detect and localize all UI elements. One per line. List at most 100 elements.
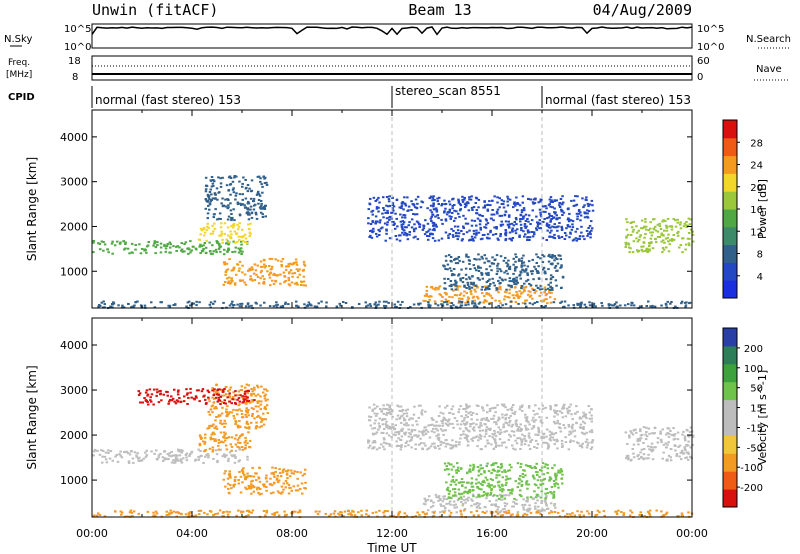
scatter-cell	[385, 228, 388, 231]
scatter-cell	[204, 207, 207, 210]
scatter-cell	[413, 223, 416, 226]
scatter-cell	[154, 246, 158, 249]
scatter-cell	[215, 427, 219, 430]
scatter-cell	[500, 214, 503, 217]
scatter-cell	[478, 258, 481, 261]
scatter-cell	[447, 254, 451, 257]
scatter-cell	[174, 460, 177, 462]
region-sporadic_e	[222, 257, 307, 287]
scatter-cell	[531, 287, 534, 290]
scatter-cell	[198, 400, 201, 403]
scatter-cell	[244, 446, 247, 449]
scatter-cell	[227, 234, 230, 237]
scatter-cell	[541, 261, 545, 264]
scatter-cell	[141, 401, 144, 404]
scatter-cell	[627, 456, 630, 459]
scatter-cell	[389, 515, 392, 518]
scatter-cell	[258, 467, 261, 469]
scatter-cell	[141, 248, 144, 250]
scatter-cell	[150, 393, 154, 396]
scatter-cell	[501, 476, 504, 479]
scatter-cell	[524, 269, 528, 272]
scatter-cell	[397, 234, 401, 237]
scatter-cell	[486, 439, 489, 442]
y-tick-label: 2000	[60, 429, 88, 442]
scatter-cell	[295, 268, 299, 271]
scatter-cell	[436, 437, 440, 440]
scatter-cell	[521, 438, 524, 441]
scatter-cell	[370, 236, 374, 239]
scatter-cell	[517, 426, 521, 429]
scatter-cell	[211, 244, 214, 247]
scatter-cell	[247, 514, 250, 517]
scatter-cell	[672, 218, 675, 220]
scatter-cell	[425, 512, 428, 515]
scatter-cell	[392, 515, 395, 518]
scatter-cell	[513, 410, 517, 413]
scatter-cell	[287, 276, 290, 279]
scatter-cell	[477, 495, 480, 498]
region-sporadic_e	[222, 466, 307, 496]
scatter-cell	[386, 510, 389, 513]
scatter-cell	[495, 287, 498, 290]
scatter-cell	[261, 213, 264, 216]
scatter-cell	[680, 458, 683, 461]
scatter-cell	[466, 299, 469, 302]
scatter-cell	[297, 305, 300, 308]
scatter-cell	[494, 503, 497, 506]
scatter-cell	[371, 220, 374, 223]
scatter-cell	[225, 510, 228, 513]
scatter-cell	[404, 424, 408, 427]
nsky-trace	[91, 26, 693, 36]
scatter-cell	[241, 434, 244, 436]
scatter-cell	[159, 389, 162, 392]
scatter-cell	[526, 428, 530, 431]
scatter-cell	[164, 250, 167, 253]
scatter-cell	[660, 510, 663, 513]
scatter-cell	[516, 511, 520, 514]
scatter-cell	[397, 433, 401, 436]
scatter-cell	[426, 235, 429, 237]
scatter-cell	[509, 514, 513, 517]
scatter-cell	[645, 431, 648, 433]
scatter-cell	[388, 406, 392, 409]
scatter-cell	[477, 469, 481, 472]
scatter-cell	[338, 302, 341, 305]
scatter-cell	[247, 208, 250, 211]
scatter-cell	[496, 201, 499, 204]
scatter-cell	[553, 207, 556, 210]
scatter-cell	[545, 224, 549, 227]
scatter-cell	[169, 246, 172, 249]
scatter-cell	[549, 301, 553, 304]
scatter-cell	[276, 303, 279, 306]
scatter-cell	[233, 175, 237, 177]
scatter-cell	[475, 224, 478, 227]
scatter-cell	[385, 196, 389, 198]
scatter-cell	[486, 233, 490, 236]
scatter-cell	[224, 402, 227, 405]
scatter-cell	[219, 226, 223, 229]
scatter-cell	[233, 461, 237, 464]
scatter-cell	[259, 180, 262, 183]
scatter-cell	[643, 225, 646, 228]
scatter-cell	[318, 510, 321, 513]
scatter-cell	[204, 176, 208, 179]
scatter-cell	[527, 214, 531, 217]
scatter-cell	[217, 176, 220, 179]
scatter-cell	[212, 401, 216, 404]
scatter-cell	[456, 238, 459, 241]
scatter-cell	[207, 196, 211, 199]
scatter-cell	[520, 495, 523, 498]
scatter-cell	[457, 198, 460, 201]
scatter-cell	[271, 279, 274, 282]
scatter-cell	[523, 223, 527, 225]
scatter-cell	[469, 289, 473, 292]
scatter-cell	[112, 301, 115, 304]
scatter-cell	[444, 287, 447, 290]
scatter-cell	[453, 209, 456, 212]
scatter-cell	[389, 408, 392, 411]
scatter-cell	[259, 260, 263, 263]
scatter-cell	[651, 231, 654, 234]
scatter-cell	[431, 233, 434, 236]
scatter-cell	[629, 459, 633, 462]
